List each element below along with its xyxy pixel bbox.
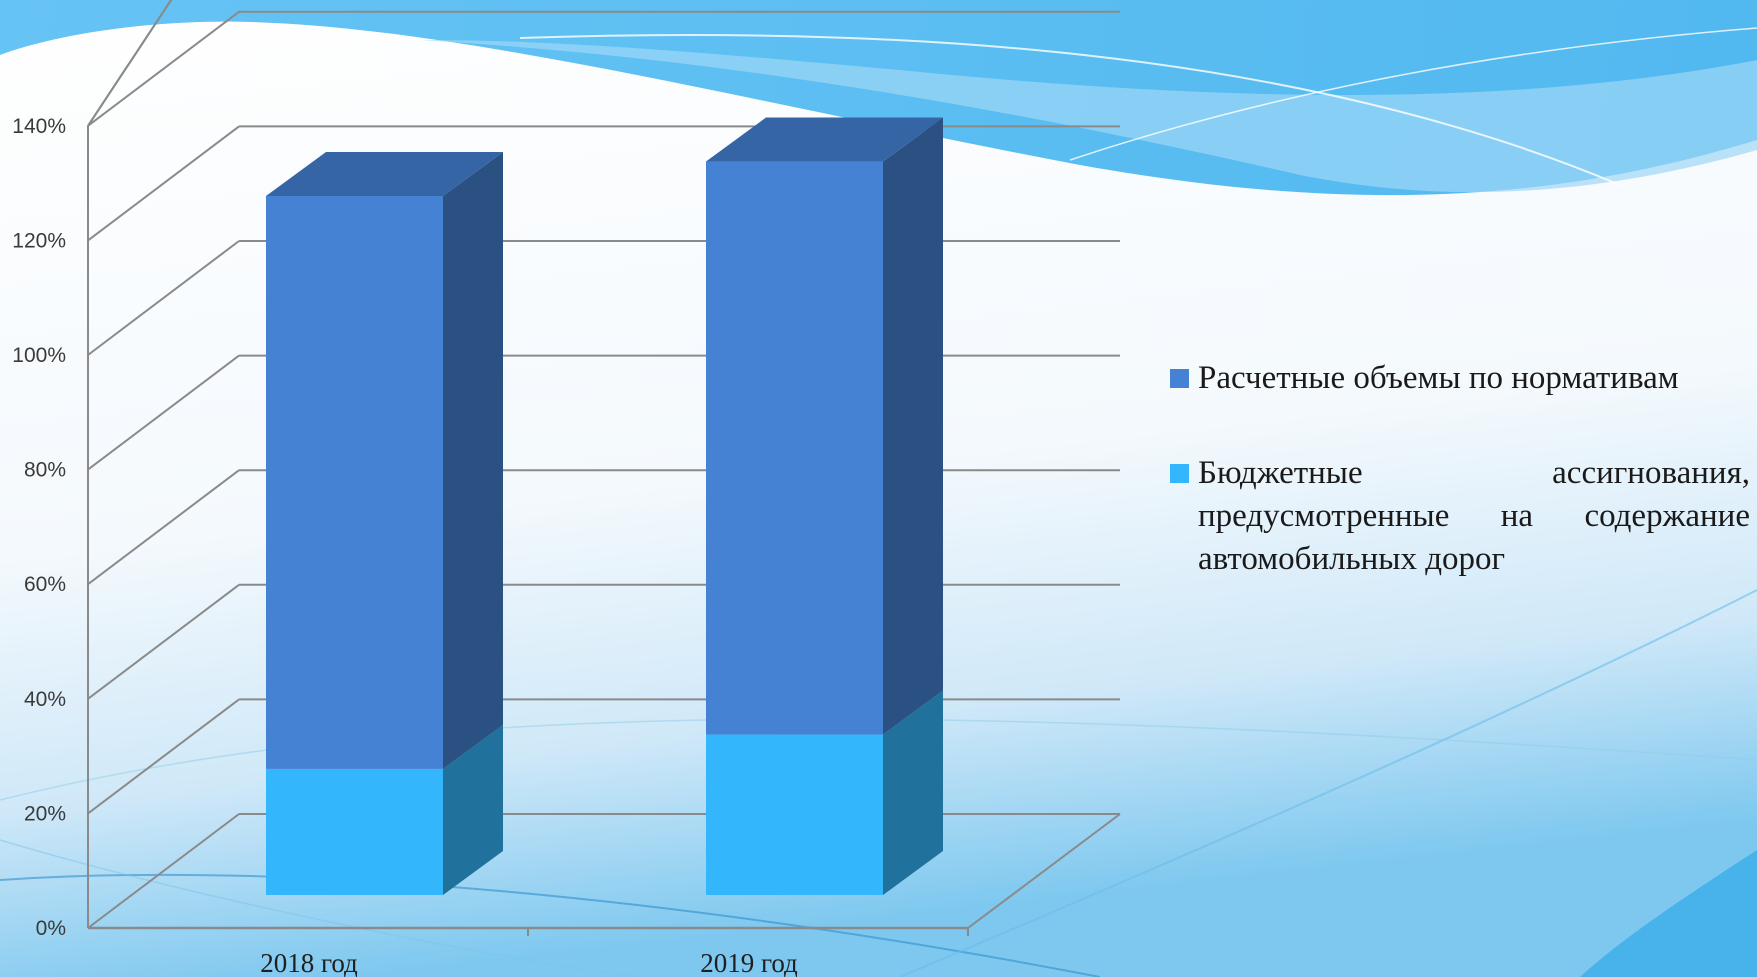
bar-side-face <box>443 724 503 895</box>
gridline-side <box>87 125 240 242</box>
gridline-side <box>87 354 240 471</box>
gridline-side <box>87 0 173 127</box>
bar-segment <box>706 734 883 895</box>
legend-item-calculated-volumes: Расчетные объемы по нормативам <box>1170 357 1750 400</box>
y-tick-label: 140% <box>12 115 66 138</box>
gridline-side <box>87 698 240 815</box>
y-tick-label: 0% <box>36 917 66 940</box>
gridlines <box>87 0 1120 929</box>
bar-segment <box>266 768 443 895</box>
bar-top-face <box>266 151 503 196</box>
axis-labels: 0% 20% 40% 60% 80% 100% 120% 140% 2018 год 2019 г… <box>12 115 798 977</box>
x-category-label: 2019 год <box>700 948 798 977</box>
gridline-side <box>87 0 173 127</box>
bar-side-face <box>883 690 943 895</box>
legend-swatch-calculated <box>1170 369 1189 388</box>
bar-segment <box>706 161 883 735</box>
legend-swatch-budget <box>1170 464 1189 483</box>
floor-edge-right <box>967 813 1121 929</box>
y-tick-label: 60% <box>24 573 66 596</box>
gridline-side <box>87 469 240 585</box>
legend-label-budget: Бюджетные ассигнования, предусмотренные … <box>1198 455 1750 577</box>
x-category-label: 2018 год <box>260 948 358 977</box>
legend-item-budget-allocations: Бюджетные ассигнования, предусмотренные … <box>1170 452 1750 581</box>
gridline-side <box>87 11 240 127</box>
y-tick-label: 20% <box>24 802 66 825</box>
bar-segment <box>266 195 443 769</box>
bars <box>266 117 943 895</box>
gridline-side <box>87 813 240 929</box>
bar-top-face <box>706 117 943 162</box>
bar-side-face <box>443 151 503 769</box>
gridline-side <box>87 584 240 700</box>
y-tick-label: 40% <box>24 688 66 711</box>
gridline-side <box>87 240 240 356</box>
axes <box>87 125 1121 936</box>
legend-label-calculated: Расчетные объемы по нормативам <box>1198 360 1679 396</box>
y-tick-label: 120% <box>12 229 66 252</box>
y-tick-label: 100% <box>12 344 66 367</box>
y-tick-label: 80% <box>24 459 66 482</box>
legend: Расчетные объемы по нормативам Бюджетные… <box>1170 357 1750 633</box>
bar-side-face <box>883 117 943 735</box>
